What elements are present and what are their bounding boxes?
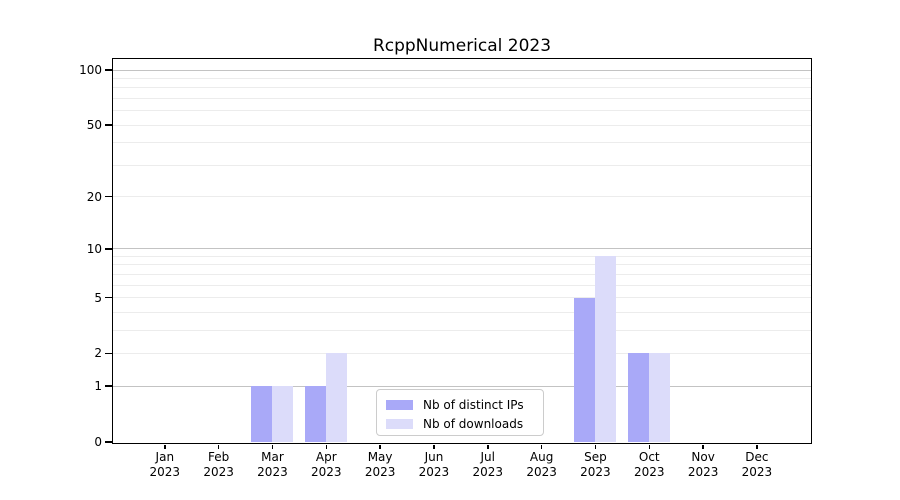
x-tick <box>594 444 597 449</box>
y-tick-label: 50 <box>86 118 102 133</box>
legend-swatch-downloads <box>386 419 413 429</box>
bar-mar-distinct-ips <box>251 386 273 442</box>
minor-gridline <box>113 264 811 266</box>
x-tick-label-apr: Apr 2023 <box>311 450 342 479</box>
legend-item-distinct-ips: Nb of distinct IPs <box>386 397 543 413</box>
x-tick <box>756 444 758 449</box>
minor-gridline <box>113 273 811 275</box>
minor-gridline <box>113 329 811 331</box>
legend-item-downloads: Nb of downloads <box>386 416 543 432</box>
legend-label-distinct-ips: Nb of distinct IPs <box>423 398 524 412</box>
x-tick-label-feb: Feb 2023 <box>203 450 234 479</box>
plot-area: Nb of distinct IPs Nb of downloads 0 1 2 5 1… <box>79 58 812 479</box>
x-tick <box>325 444 328 449</box>
x-tick <box>648 444 651 449</box>
minor-gridline <box>113 142 811 144</box>
minor-gridline <box>113 297 811 299</box>
y-tick <box>105 441 112 443</box>
x-tick-label-jan: Jan 2023 <box>149 450 181 479</box>
minor-gridline <box>113 124 811 126</box>
x-tick-label-jul: Jul 2023 <box>472 450 504 479</box>
x-tick-label-dec: Dec 2023 <box>741 450 773 479</box>
legend-swatch-distinct-ips <box>386 400 413 410</box>
minor-gridline <box>113 352 811 354</box>
x-tick <box>702 444 704 449</box>
chart-title: RcppNumerical 2023 <box>372 36 552 56</box>
bar-oct-distinct-ips <box>628 353 650 442</box>
y-tick-label: 0 <box>94 435 102 449</box>
minor-gridline <box>113 196 811 198</box>
bar-oct-downloads <box>649 353 671 442</box>
legend-label-downloads: Nb of downloads <box>423 417 524 431</box>
bar-sep-downloads <box>595 256 617 442</box>
x-tick <box>487 444 489 449</box>
x-tick <box>217 444 220 449</box>
x-tick-label-oct: Oct 2023 <box>633 450 665 479</box>
y-tick-label: 10 <box>86 241 102 256</box>
y-tick <box>105 248 112 250</box>
major-gridline <box>113 69 811 71</box>
x-tick-label-may: May 2023 <box>364 450 396 479</box>
major-gridline <box>113 248 811 250</box>
legend: Nb of distinct IPs Nb of downloads <box>376 389 544 436</box>
x-tick <box>271 444 274 449</box>
minor-gridline <box>113 311 811 313</box>
y-tick-label: 20 <box>86 189 102 204</box>
x-tick-label-nov: Nov 2023 <box>687 450 719 479</box>
bar-apr-distinct-ips <box>305 386 327 442</box>
minor-gridline <box>113 255 811 257</box>
x-tick-label-jun: Jun 2023 <box>418 450 450 479</box>
y-tick-label: 2 <box>94 346 102 361</box>
y-tick <box>105 385 112 387</box>
minor-gridline <box>113 78 811 80</box>
y-tick-label: 100 <box>79 63 102 78</box>
bar-sep-distinct-ips <box>574 297 596 442</box>
minor-gridline <box>113 98 811 100</box>
y-tick <box>105 124 112 126</box>
y-tick <box>105 352 112 355</box>
x-tick-label-sep: Sep 2023 <box>580 450 611 479</box>
x-tick <box>164 444 166 449</box>
y-tick <box>105 296 112 299</box>
y-tick <box>105 195 112 198</box>
minor-gridline <box>113 284 811 286</box>
x-tick <box>433 444 435 449</box>
y-tick-label: 5 <box>94 290 102 305</box>
minor-gridline <box>113 87 811 89</box>
major-gridline <box>113 385 811 387</box>
bar-apr-downloads <box>326 353 348 442</box>
y-tick-label: 1 <box>94 379 102 394</box>
x-tick <box>379 444 381 449</box>
x-tick-label-aug: Aug 2023 <box>526 450 557 479</box>
x-tick-label-mar: Mar 2023 <box>257 450 288 479</box>
minor-gridline <box>113 164 811 166</box>
x-tick <box>540 444 543 449</box>
y-tick <box>105 69 112 71</box>
minor-gridline <box>113 110 811 112</box>
bar-mar-downloads <box>272 386 294 442</box>
